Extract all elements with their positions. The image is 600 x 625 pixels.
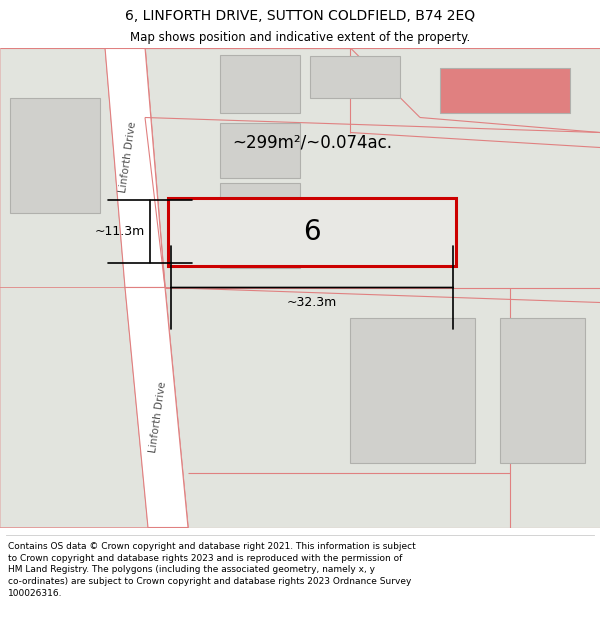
Bar bbox=[440, 68, 570, 112]
Text: Linforth Drive: Linforth Drive bbox=[148, 381, 168, 454]
Text: Map shows position and indicative extent of the property.: Map shows position and indicative extent… bbox=[130, 31, 470, 44]
Bar bbox=[220, 182, 300, 268]
Polygon shape bbox=[145, 48, 600, 288]
Text: Contains OS data © Crown copyright and database right 2021. This information is : Contains OS data © Crown copyright and d… bbox=[8, 542, 416, 598]
Polygon shape bbox=[125, 288, 188, 528]
Text: Linforth Drive: Linforth Drive bbox=[118, 121, 138, 194]
Text: ~11.3m: ~11.3m bbox=[95, 225, 145, 238]
Polygon shape bbox=[165, 288, 600, 528]
Bar bbox=[310, 56, 400, 98]
Text: ~32.3m: ~32.3m bbox=[287, 296, 337, 309]
Bar bbox=[220, 54, 300, 112]
Polygon shape bbox=[0, 288, 148, 528]
Text: 6, LINFORTH DRIVE, SUTTON COLDFIELD, B74 2EQ: 6, LINFORTH DRIVE, SUTTON COLDFIELD, B74… bbox=[125, 9, 475, 22]
Polygon shape bbox=[105, 48, 165, 288]
Bar bbox=[350, 318, 475, 462]
Bar bbox=[10, 98, 100, 212]
Polygon shape bbox=[0, 48, 125, 288]
Text: 6: 6 bbox=[303, 217, 321, 246]
Bar bbox=[220, 122, 300, 177]
Bar bbox=[500, 318, 585, 462]
Text: ~299m²/~0.074ac.: ~299m²/~0.074ac. bbox=[232, 134, 392, 151]
Bar bbox=[168, 198, 456, 266]
